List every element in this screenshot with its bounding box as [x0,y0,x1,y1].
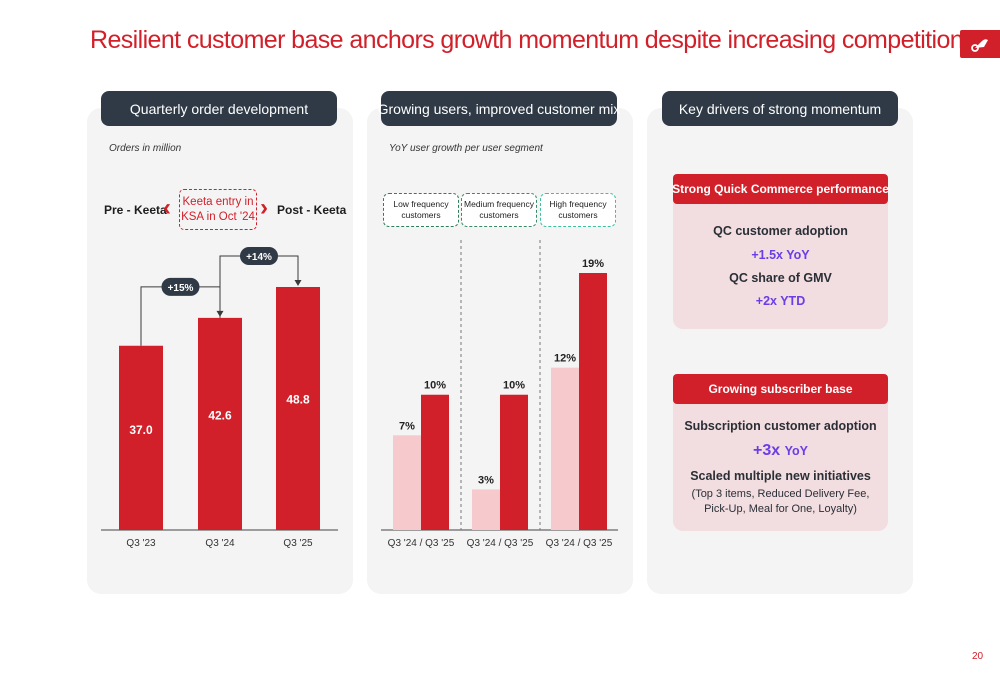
subscription-value-big: +3x [753,442,781,459]
qc-adoption-value: +1.5x YoY [751,248,810,262]
orders-subtitle: Orders in million [109,143,182,154]
qc-card-title: Strong Quick Commerce performance [672,174,889,204]
subscription-adoption-value: +3x YoY [673,442,888,460]
users-subtitle: YoY user growth per user segment [389,143,543,154]
users-panel-header: Growing users, improved customer mix [378,91,620,126]
order-tick-label: Q3 '25 [283,538,313,549]
keeta-note-line: Keeta entry in [182,195,254,208]
order-value-label: 48.8 [286,393,310,407]
qc-card [673,190,888,329]
keeta-note-line: KSA in Oct '24 [181,210,255,223]
user-growth-tick-label: Q3 '24 / Q3 '25 [546,538,613,549]
pre-keeta-label: Pre - Keeta [104,203,167,217]
user-growth-tick-label: Q3 '24 / Q3 '25 [388,538,455,549]
user-growth-value-label: 10% [424,380,446,392]
user-growth-bar [579,273,607,530]
segment-low-frequency: Low frequency customers [383,193,459,227]
user-growth-bar [500,394,528,530]
user-growth-bar [393,435,421,530]
initiatives-detail: (Top 3 items, Reduced Delivery Fee, Pick… [691,488,870,515]
growth-pill [161,277,200,296]
qc-adoption-label: QC customer adoption [713,224,848,238]
user-growth-tick-label: Q3 '24 / Q3 '25 [467,538,534,549]
user-growth-value-label: 7% [399,420,415,432]
growth-label: +14% [246,252,272,263]
growth-arrow-head [294,280,302,286]
subscriber-card-title: Growing subscriber base [673,374,888,404]
page-title: Resilient customer base anchors growth m… [90,26,964,54]
user-growth-bar [551,367,579,530]
qc-gmv-value: +2x YTD [755,294,806,308]
segment-high-frequency: High frequency customers [540,193,616,227]
user-growth-value-label: 3% [478,474,494,486]
order-bar [276,287,320,530]
user-growth-bar [472,489,500,530]
drivers-panel-header: Key drivers of strong momentum [662,91,898,126]
page-number: 20 [972,651,984,662]
order-value-label: 42.6 [208,409,232,423]
growth-label: +15% [168,283,194,294]
subscription-adoption-label: Subscription customer adoption [684,419,877,433]
user-growth-value-label: 12% [554,353,576,365]
subscriber-card [673,392,888,531]
order-tick-label: Q3 '24 [205,538,235,549]
order-value-label: 37.0 [129,423,153,437]
post-keeta-label: Post - Keeta [277,203,347,217]
order-tick-label: Q3 '23 [126,538,156,549]
order-bar [198,317,242,530]
talabat-scooter-logo-icon [960,30,1000,58]
initiatives-label: Scaled multiple new initiatives [690,469,871,483]
qc-gmv-label: QC share of GMV [729,271,832,285]
keeta-entry-note: Keeta entry in KSA in Oct '24 [179,189,257,230]
chevron-right-icon: › [260,194,268,221]
chevron-left-icon: ‹ [163,194,171,221]
user-growth-value-label: 19% [582,258,604,270]
segment-medium-frequency: Medium frequency customers [461,193,537,227]
order-bar [119,345,163,530]
orders-panel-header: Quarterly order development [101,91,337,126]
subscription-value-unit: YoY [784,444,808,458]
user-growth-bar [421,394,449,530]
growth-pill [240,247,278,265]
user-growth-value-label: 10% [503,380,525,392]
